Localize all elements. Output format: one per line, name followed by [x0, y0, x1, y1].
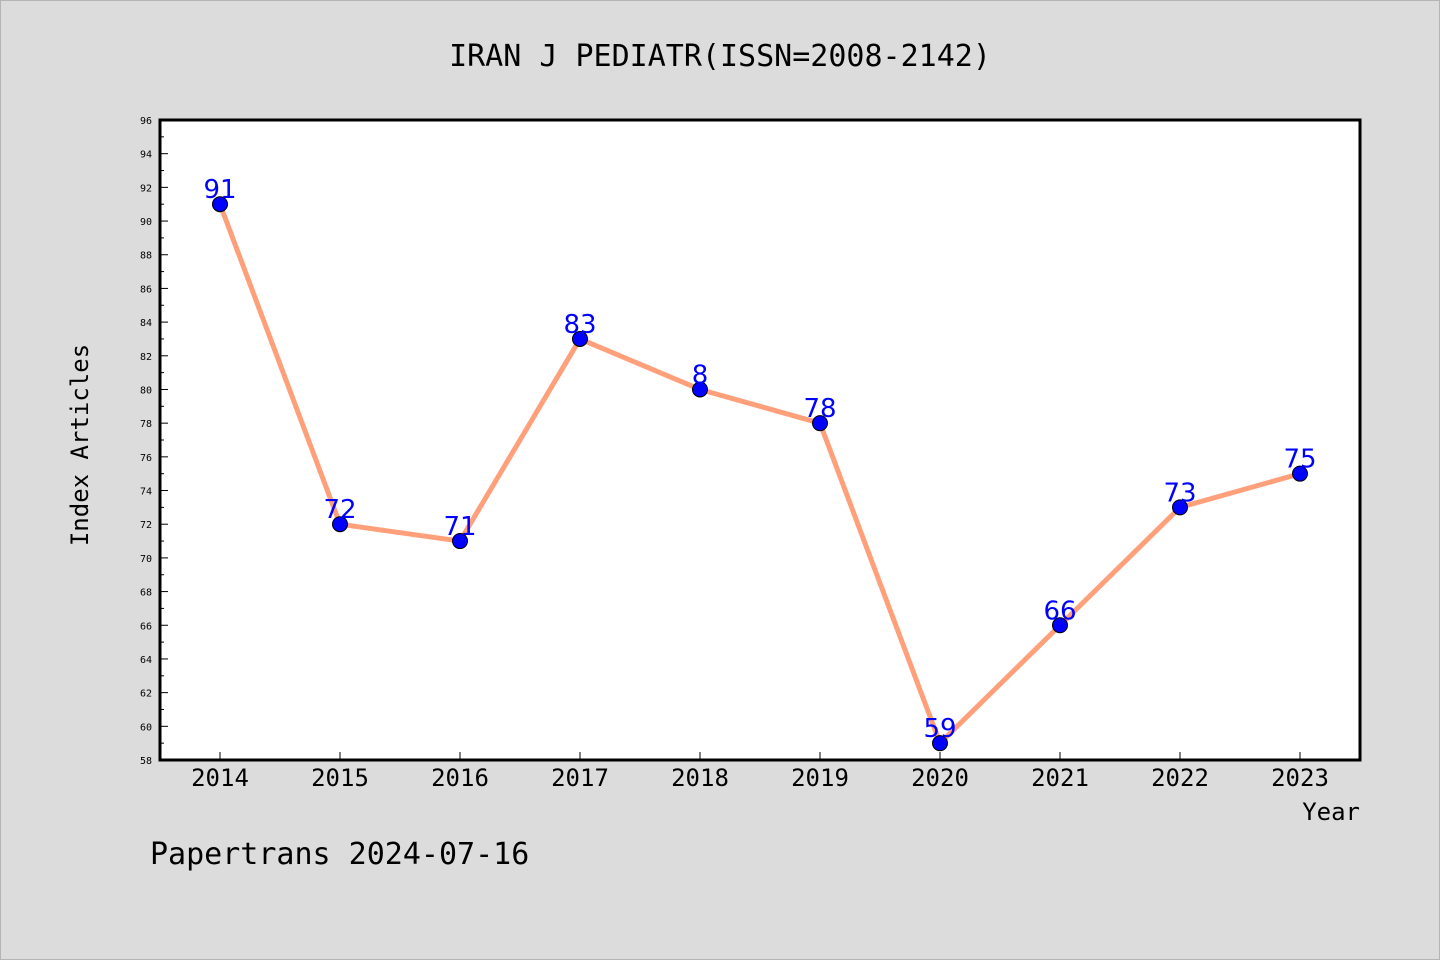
data-point: [332, 516, 348, 533]
data-point: [572, 330, 588, 347]
x-axis-ticks: 2014 2015 2016 2017 2018 2019 2020 2021 2022 2023: [191, 752, 1329, 792]
data-label: 83: [563, 310, 596, 340]
y-tick-label: 58: [140, 756, 152, 767]
y-tick-label: 84: [140, 318, 152, 329]
data-label-group: 91 72 71 83 8 78 59 66 73 75: [203, 175, 1316, 744]
data-label: 75: [1283, 445, 1316, 475]
data-label: 78: [803, 394, 836, 424]
x-tick-label: 2017: [551, 764, 609, 792]
chart-title: IRAN J PEDIATR(ISSN=2008-2142): [449, 39, 991, 74]
y-tick-label: 94: [140, 150, 152, 161]
y-tick-label: 76: [140, 453, 152, 464]
x-tick-label: 2016: [431, 764, 489, 792]
y-tick-label: 60: [140, 722, 152, 733]
data-point: [452, 533, 468, 550]
y-tick-label: 62: [140, 689, 152, 700]
y-tick-label: 80: [140, 385, 152, 396]
data-label: 59: [923, 714, 956, 744]
data-label: 66: [1043, 596, 1076, 626]
data-point: [932, 735, 948, 752]
series-line: [217, 203, 1301, 746]
x-tick-label: 2022: [1151, 764, 1209, 792]
x-tick-label: 2020: [911, 764, 969, 792]
x-axis-label: Year: [1302, 798, 1360, 826]
y-axis-ticks: 58 60 62 64 66 68 70 72 74 76 78 80 82 84 86 88 90 92 94 96: [140, 116, 168, 767]
y-tick-label: 92: [140, 183, 152, 194]
data-label: 73: [1163, 478, 1196, 508]
x-tick-label: 2018: [671, 764, 729, 792]
y-tick-label: 64: [140, 655, 152, 666]
marker-group: [212, 196, 1308, 752]
data-point: [1172, 499, 1188, 516]
y-tick-label: 90: [140, 217, 152, 228]
footer-source: Papertrans 2024-07-16: [150, 837, 529, 872]
y-tick-label: 88: [140, 251, 152, 262]
data-point: [812, 415, 828, 432]
y-tick-label: 66: [140, 621, 152, 632]
x-tick-label: 2021: [1031, 764, 1089, 792]
data-point: [692, 381, 708, 398]
y-tick-label: 78: [140, 419, 152, 430]
x-tick-label: 2014: [191, 764, 249, 792]
y-tick-label: 74: [140, 487, 152, 498]
plot-area: [158, 118, 1362, 762]
x-tick-label: 2023: [1271, 764, 1329, 792]
data-label: 8: [692, 360, 709, 390]
y-tick-label: 70: [140, 554, 152, 565]
y-tick-label: 72: [140, 520, 152, 531]
x-tick-label: 2019: [791, 764, 849, 792]
y-tick-label: 96: [140, 116, 152, 127]
data-label: 91: [203, 175, 236, 205]
y-tick-label: 86: [140, 284, 152, 295]
data-label: 71: [443, 512, 476, 542]
x-tick-label: 2015: [311, 764, 369, 792]
y-tick-label: 82: [140, 352, 152, 363]
series-line-group: [217, 203, 1301, 746]
y-axis-label: Index Articles: [66, 344, 94, 546]
data-point: [1052, 617, 1068, 634]
data-point: [1292, 465, 1308, 482]
y-tick-label: 68: [140, 588, 152, 599]
data-label: 72: [323, 495, 356, 525]
data-point: [212, 196, 228, 213]
